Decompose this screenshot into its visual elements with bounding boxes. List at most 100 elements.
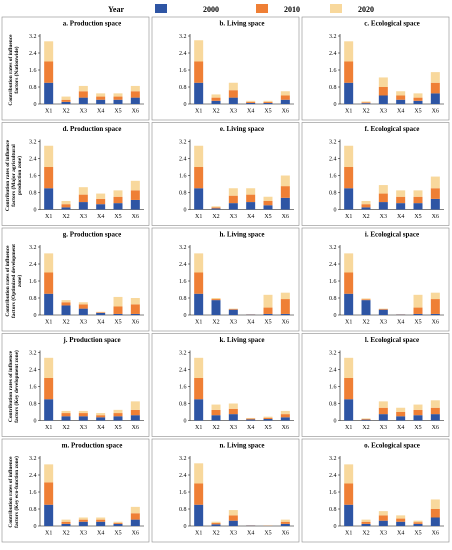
x-tick-label: X3 xyxy=(230,531,237,537)
x-tick-label: X5 xyxy=(264,109,271,115)
bar-X4-2010 xyxy=(396,196,406,204)
y-tick-label: 0 xyxy=(334,419,337,425)
bar-X3-2010 xyxy=(378,87,388,96)
x-tick-label: X2 xyxy=(62,531,69,537)
bar-X5-2020 xyxy=(413,520,423,523)
x-tick-label: X5 xyxy=(414,531,421,537)
bar-X3-2010 xyxy=(228,195,238,204)
x-tick-label: X3 xyxy=(80,425,87,431)
bar-X2-2000 xyxy=(361,300,371,315)
x-tick-label: X1 xyxy=(45,531,52,537)
bar-X6-2020 xyxy=(280,519,290,522)
bar-X6-2000 xyxy=(430,313,440,315)
bar-X3-2000 xyxy=(228,309,238,315)
x-tick-label: X6 xyxy=(432,531,439,537)
bar-X1-2010 xyxy=(194,483,204,505)
x-tick-label: X2 xyxy=(62,109,69,115)
bar-X1-2000 xyxy=(194,293,204,315)
bar-X4-2020 xyxy=(246,100,256,102)
bar-X3-2010 xyxy=(228,515,238,521)
x-tick-label: X2 xyxy=(62,425,69,431)
bar-X4-2000 xyxy=(396,99,406,104)
x-tick-label: X4 xyxy=(397,320,404,326)
panel-row: m. Production space Contribution rates of… xyxy=(1,438,450,543)
x-tick-label: X6 xyxy=(432,425,439,431)
x-tick-label: X6 xyxy=(282,531,289,537)
bar-X6-2000 xyxy=(130,415,140,421)
bar-X4-2020 xyxy=(96,413,106,416)
bar-X6-2010 xyxy=(430,82,440,94)
bar-X5-2010 xyxy=(263,101,273,103)
chart-panel: j. Production space Contribution rates of… xyxy=(1,333,150,437)
bar-X2-2020 xyxy=(211,521,221,524)
bar-X5-2010 xyxy=(113,306,123,314)
y-tick-label: 2.4 xyxy=(179,262,187,268)
bar-X2-2000 xyxy=(61,523,71,526)
panel-border xyxy=(151,438,300,543)
bar-X5-2020 xyxy=(413,404,423,410)
x-tick-label: X3 xyxy=(230,425,237,431)
bar-X2-2010 xyxy=(211,97,221,101)
y-axis-label: Contribution rates of influence factors (… xyxy=(8,350,20,423)
x-tick-label: X4 xyxy=(397,109,404,115)
panel-title: i. Ecological space xyxy=(365,231,419,239)
y-tick-label: 3.2 xyxy=(329,140,337,146)
panel-title: f. Ecological space xyxy=(365,125,420,133)
x-tick-label: X5 xyxy=(264,214,271,220)
bar-X2-2010 xyxy=(211,523,221,525)
x-tick-label: X5 xyxy=(264,425,271,431)
x-tick-label: X1 xyxy=(45,109,52,115)
x-tick-label: X5 xyxy=(414,320,421,326)
panel-border xyxy=(301,333,450,437)
y-tick-label: 0 xyxy=(184,419,187,425)
bar-X3-2010 xyxy=(78,304,88,309)
bar-X1-2010 xyxy=(44,272,54,294)
bar-X5-2010 xyxy=(113,413,123,417)
y-axis-label-line: Contribution rates of influence xyxy=(8,456,14,528)
bar-X2-2020 xyxy=(211,206,221,208)
bar-X3-2020 xyxy=(228,510,238,516)
bar-X6-2020 xyxy=(130,298,140,305)
y-tick-label: 2.4 xyxy=(29,473,37,479)
x-tick-label: X3 xyxy=(230,109,237,115)
x-tick-label: X1 xyxy=(195,109,202,115)
x-tick-label: X4 xyxy=(247,109,254,115)
bar-X2-2010 xyxy=(361,521,371,524)
bar-X4-2020 xyxy=(96,517,106,520)
x-tick-label: X2 xyxy=(62,214,69,220)
y-tick-label: 2.4 xyxy=(29,51,37,57)
bar-X5-2010 xyxy=(263,201,273,206)
x-tick-label: X3 xyxy=(230,320,237,326)
x-tick-label: X2 xyxy=(362,425,369,431)
bar-X6-2020 xyxy=(280,91,290,96)
legend-label-2020: 2020 xyxy=(358,5,374,14)
bar-X4-2010 xyxy=(246,101,256,103)
chart-panel: l. Ecological space 0 0.8 1.6 2.4 3.2 X1 X2 X3 X4… xyxy=(301,333,450,437)
chart-panel: g. Production space Contribution rates of… xyxy=(1,227,150,332)
bar-X1-2020 xyxy=(344,464,354,484)
y-tick-label: 0.8 xyxy=(179,85,187,91)
legend-label-2010: 2010 xyxy=(284,5,300,14)
x-tick-label: X5 xyxy=(114,109,121,115)
bar-X5-2010 xyxy=(263,417,273,420)
bar-X4-2000 xyxy=(246,419,256,421)
bar-X6-2020 xyxy=(280,410,290,415)
bar-X4-2020 xyxy=(396,91,406,96)
y-tick-label: 0.8 xyxy=(29,191,37,197)
bar-X2-2010 xyxy=(361,299,371,301)
bar-X1-2020 xyxy=(194,145,204,167)
x-tick-label: X3 xyxy=(80,531,87,537)
bar-X3-2000 xyxy=(378,414,388,421)
y-axis-label-line: factors (Key eco-function zone) xyxy=(13,456,20,528)
bar-X1-2020 xyxy=(44,145,54,167)
bar-X5-2010 xyxy=(413,196,423,204)
bar-X1-2000 xyxy=(194,504,204,526)
bar-X6-2000 xyxy=(130,519,140,526)
bar-X5-2020 xyxy=(413,93,423,98)
x-tick-label: X3 xyxy=(380,531,387,537)
y-tick-label: 3.2 xyxy=(29,456,37,462)
chart-panel: f. Ecological space 0 0.8 1.6 2.4 3.2 X1 X2 X3 X4… xyxy=(301,122,450,226)
bar-X2-2010 xyxy=(211,409,221,416)
bar-X6-2000 xyxy=(430,517,440,526)
bar-X5-2020 xyxy=(113,93,123,97)
